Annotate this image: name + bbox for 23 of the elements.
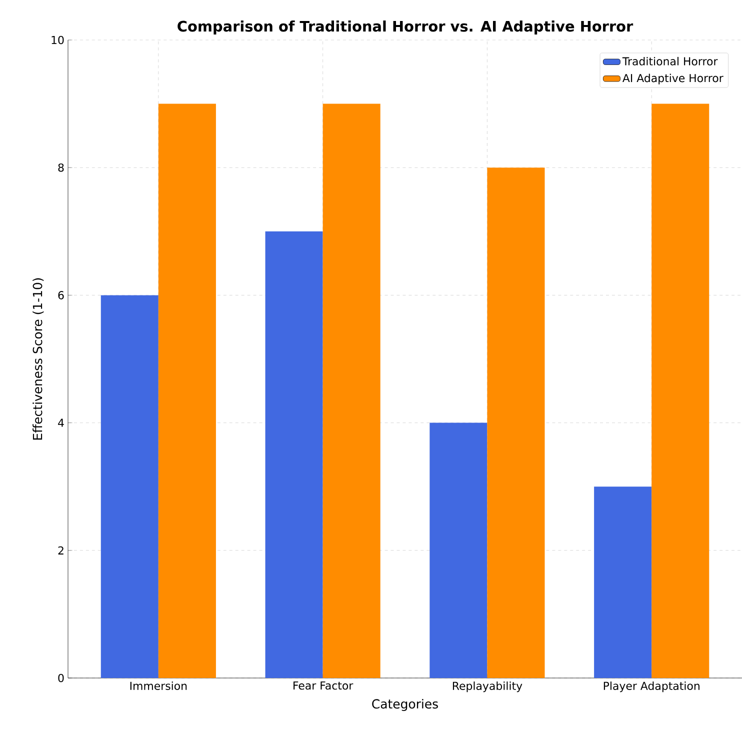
legend-label: Traditional Horror: [622, 56, 718, 66]
x-axis-title: Categories: [372, 698, 438, 712]
x-tick-label: Immersion: [130, 682, 187, 690]
y-axis-title: Effectiveness Score (1-10): [32, 278, 44, 440]
legend-label: AI Adaptive Horror: [622, 74, 724, 84]
x-tick-label: Player Adaptation: [604, 682, 700, 692]
bar: [100, 295, 158, 678]
x-tick-label: Fear Factor: [294, 682, 354, 690]
y-tick-label: 2: [58, 546, 64, 554]
bar: [322, 104, 380, 678]
y-tick-label: 6: [58, 291, 64, 300]
x-tick-label: Replayability: [452, 682, 522, 692]
chart-title: Comparison of Traditional Horror vs. AI Adaptive Horror: [178, 20, 634, 34]
y-tick-label: 10: [52, 36, 64, 44]
y-tick-label: 4: [58, 418, 64, 427]
bar: [594, 486, 652, 678]
bar: [430, 422, 488, 678]
bar: [158, 104, 216, 678]
bar: [487, 168, 545, 678]
y-tick-label: 8: [58, 163, 64, 172]
bar: [265, 231, 323, 678]
bar: [652, 104, 710, 678]
y-tick-label: 0: [58, 674, 64, 682]
